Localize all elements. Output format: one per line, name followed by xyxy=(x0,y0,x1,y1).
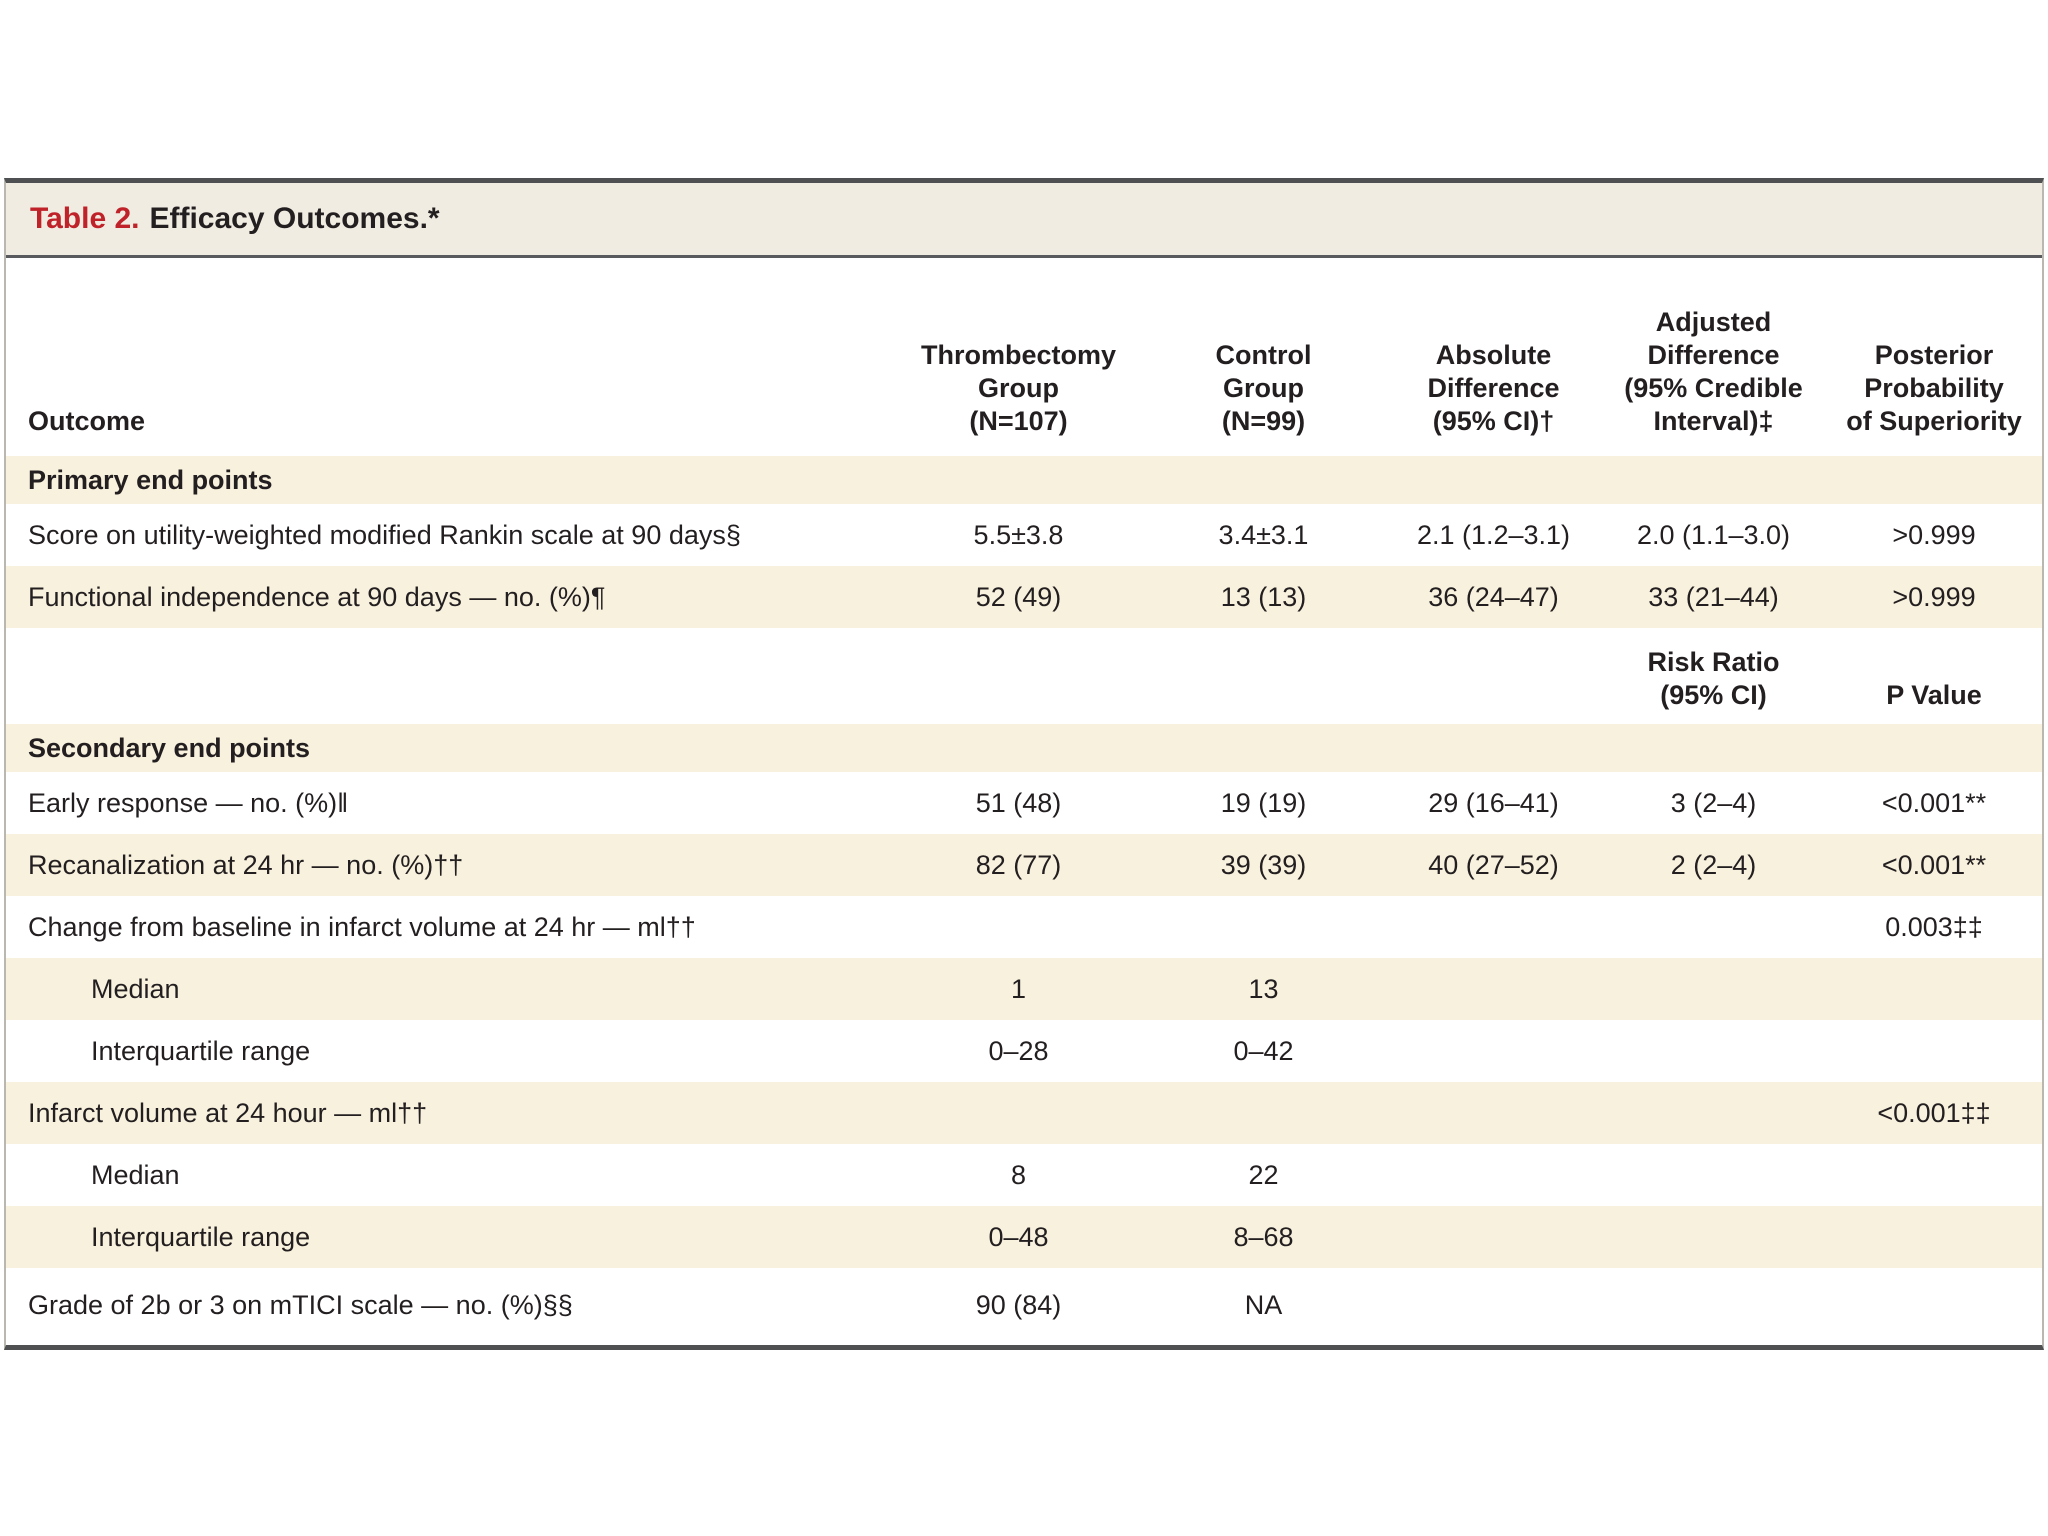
value-cell: >0.999 xyxy=(1892,581,1976,612)
section-label: Primary end points xyxy=(28,464,273,495)
table-row: Functional independence at 90 days — no.… xyxy=(6,566,2042,628)
column-header-absolute-difference: Absolute Difference (95% CI)† xyxy=(1427,340,1560,436)
outcome-cell: Recanalization at 24 hr — no. (%)†† xyxy=(28,849,464,880)
value-cell: <0.001‡‡ xyxy=(1877,1097,1991,1128)
section-label: Secondary end points xyxy=(28,732,311,763)
empty-cell xyxy=(1386,712,1601,724)
table-row: Grade of 2b or 3 on mTICI scale — no. (%… xyxy=(6,1268,2042,1342)
outcome-cell: Interquartile range xyxy=(91,1035,311,1066)
outcome-cell: Functional independence at 90 days — no.… xyxy=(28,581,606,612)
value-cell: 40 (27–52) xyxy=(1428,849,1559,880)
value-cell: 1 xyxy=(1010,973,1027,1004)
value-cell: 8–68 xyxy=(1233,1221,1294,1252)
table-row: Interquartile range 0–28 0–42 xyxy=(6,1020,2042,1082)
value-cell: 52 (49) xyxy=(975,581,1062,612)
mid-header-row: Risk Ratio (95% CI) P Value xyxy=(6,628,2042,724)
outcome-cell: Grade of 2b or 3 on mTICI scale — no. (%… xyxy=(28,1289,573,1320)
column-header-row: Outcome Thrombectomy Group (N=107) Contr… xyxy=(6,258,2042,456)
value-cell: 0–28 xyxy=(988,1035,1049,1066)
value-cell: 33 (21–44) xyxy=(1648,581,1779,612)
value-cell: 19 (19) xyxy=(1220,787,1307,818)
value-cell: 90 (84) xyxy=(975,1289,1062,1320)
value-cell: 82 (77) xyxy=(975,849,1062,880)
section-row-secondary: Secondary end points xyxy=(6,724,2042,772)
table-row: Score on utility-weighted modified Ranki… xyxy=(6,504,2042,566)
value-cell: 29 (16–41) xyxy=(1428,787,1559,818)
table-row: Median 1 13 xyxy=(6,958,2042,1020)
outcome-cell: Infarct volume at 24 hour — ml†† xyxy=(28,1097,428,1128)
value-cell: 0–42 xyxy=(1233,1035,1294,1066)
column-header-posterior-probability: Posterior Probability of Superiority xyxy=(1846,340,2022,436)
value-cell: >0.999 xyxy=(1892,519,1976,550)
mid-header-p-value: P Value xyxy=(1886,680,1982,710)
mid-header-risk-ratio: Risk Ratio (95% CI) xyxy=(1647,647,1780,710)
value-cell: 22 xyxy=(1248,1159,1279,1190)
outcome-cell: Score on utility-weighted modified Ranki… xyxy=(28,519,741,550)
value-cell: 0–48 xyxy=(988,1221,1049,1252)
outcome-cell: Early response — no. (%)‖ xyxy=(28,787,349,818)
value-cell: 3 (2–4) xyxy=(1670,787,1757,818)
value-cell: 5.5±3.8 xyxy=(973,519,1064,550)
value-cell: 36 (24–47) xyxy=(1428,581,1559,612)
table-number: Table 2. xyxy=(30,202,140,235)
column-header-control: Control Group (N=99) xyxy=(1215,340,1312,436)
outcome-cell: Interquartile range xyxy=(91,1221,311,1252)
value-cell: 8 xyxy=(1010,1159,1027,1190)
value-cell: 0.003‡‡ xyxy=(1885,911,1983,942)
value-cell: 39 (39) xyxy=(1220,849,1307,880)
outcome-cell: Median xyxy=(91,1159,180,1190)
table-row: Median 8 22 xyxy=(6,1144,2042,1206)
value-cell: <0.001** xyxy=(1881,787,1987,818)
empty-cell xyxy=(896,712,1141,724)
value-cell: 13 (13) xyxy=(1220,581,1307,612)
value-cell: 2.1 (1.2–3.1) xyxy=(1416,519,1571,550)
efficacy-outcomes-table: Table 2. Efficacy Outcomes.* Outcome Thr… xyxy=(4,178,2044,1350)
table-row: Interquartile range 0–48 8–68 xyxy=(6,1206,2042,1268)
value-cell: NA xyxy=(1244,1289,1283,1320)
table-row: Recanalization at 24 hr — no. (%)†† 82 (… xyxy=(6,834,2042,896)
outcome-cell: Change from baseline in infarct volume a… xyxy=(28,911,696,942)
empty-cell xyxy=(1141,712,1386,724)
table-row: Change from baseline in infarct volume a… xyxy=(6,896,2042,958)
value-cell: <0.001** xyxy=(1881,849,1987,880)
section-row-primary: Primary end points xyxy=(6,456,2042,504)
column-header-adjusted-difference: Adjusted Difference (95% Credible Interv… xyxy=(1624,307,1803,436)
column-header-outcome: Outcome xyxy=(28,406,146,436)
value-cell: 51 (48) xyxy=(975,787,1062,818)
value-cell: 2 (2–4) xyxy=(1670,849,1757,880)
table-title-bar: Table 2. Efficacy Outcomes.* xyxy=(6,183,2042,258)
value-cell: 3.4±3.1 xyxy=(1218,519,1309,550)
table-row: Infarct volume at 24 hour — ml†† <0.001‡… xyxy=(6,1082,2042,1144)
table-row: Early response — no. (%)‖ 51 (48) 19 (19… xyxy=(6,772,2042,834)
column-header-thrombectomy: Thrombectomy Group (N=107) xyxy=(920,340,1117,436)
value-cell: 2.0 (1.1–3.0) xyxy=(1636,519,1791,550)
outcome-cell: Median xyxy=(91,973,180,1004)
table-title: Efficacy Outcomes.* xyxy=(149,202,440,235)
value-cell: 13 xyxy=(1248,973,1279,1004)
